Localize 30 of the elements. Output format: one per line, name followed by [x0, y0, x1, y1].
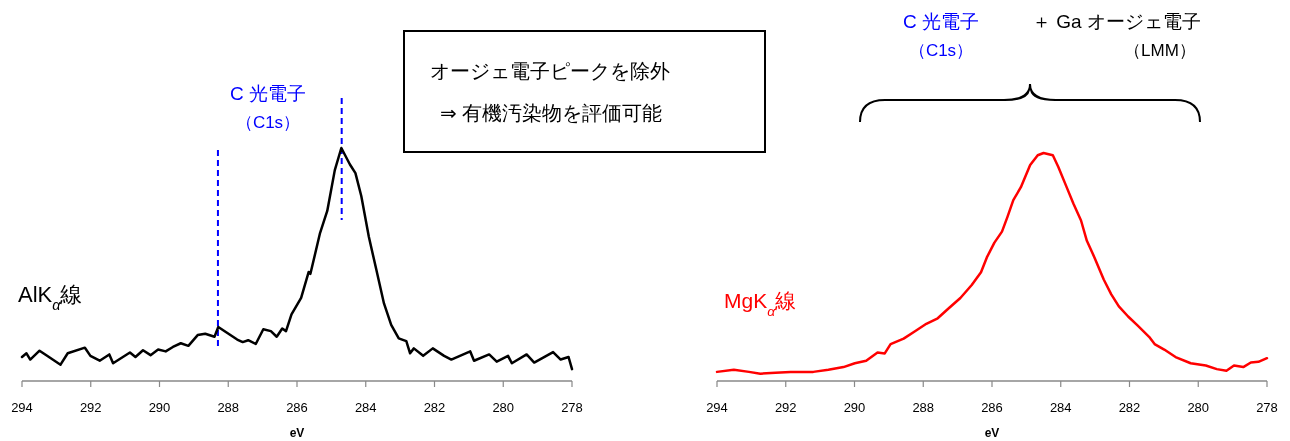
x-tick-label: 292 — [79, 400, 102, 415]
text: （LMM） — [1124, 41, 1196, 60]
x-tick-label: 278 — [561, 400, 583, 415]
x-tick-label: 292 — [774, 400, 797, 415]
x-tick-label: 282 — [1118, 400, 1141, 415]
x-tick-label: 278 — [1256, 400, 1278, 415]
x-tick-label: 282 — [423, 400, 446, 415]
x-axis-title: eV — [984, 426, 1000, 440]
x-tick-label: 280 — [492, 400, 515, 415]
text: （C1s） — [235, 113, 301, 132]
x-tick-label: 290 — [843, 400, 866, 415]
x-tick-label: 284 — [1049, 400, 1072, 415]
text: （C1s） — [908, 41, 974, 60]
x-tick-label: 288 — [912, 400, 935, 415]
text: ⇒ 有機汚染物を評価可能 — [440, 102, 663, 124]
x-tick-label: 280 — [1187, 400, 1210, 415]
text: オージェ電子ピークを除外 — [430, 60, 670, 82]
text: C 光電子 — [230, 83, 306, 104]
text: MgK$_{α}$線 — [724, 289, 796, 319]
x-tick-label: 284 — [354, 400, 377, 415]
x-tick-label: 294 — [706, 400, 728, 415]
x-tick-label: 290 — [148, 400, 171, 415]
x-tick-label: 294 — [11, 400, 33, 415]
text: C 光電子 — [903, 11, 979, 32]
x-axis-title: eV — [289, 426, 305, 440]
text: ＋ Ga オージェ電子 — [1032, 11, 1201, 32]
series-label: AlK$_{α}$線 — [18, 282, 83, 313]
x-tick-label: 286 — [286, 400, 308, 415]
x-tick-label: 286 — [981, 400, 1003, 415]
x-tick-label: 288 — [217, 400, 240, 415]
